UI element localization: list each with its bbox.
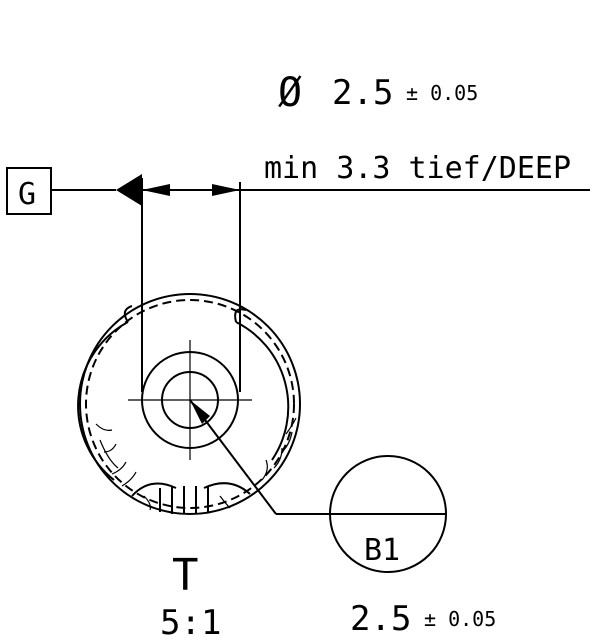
diameter-tolerance: ± 0.05: [406, 81, 478, 105]
detail-scale: 5:1: [160, 603, 221, 641]
depth-note: min 3.3 tief/DEEP: [264, 151, 571, 186]
dimension-arrow-left: [142, 184, 170, 196]
outer-circle: [79, 293, 301, 515]
left-slot-cap: [123, 305, 133, 323]
diameter-symbol: Ø: [278, 70, 302, 116]
balloon-tolerance: ± 0.05: [424, 607, 496, 631]
dimension-arrow-right: [212, 184, 240, 196]
balloon-leader-diagonal: [189, 399, 277, 515]
datum-triangle: [116, 174, 142, 206]
right-slot-cap: [234, 308, 247, 323]
datum-label: G: [18, 177, 36, 212]
detail-view-label: T: [172, 550, 199, 601]
knurl-detail: [95, 417, 297, 514]
diameter-value: 2.5: [332, 73, 393, 113]
right-slot-arc: [235, 321, 290, 461]
hidden-outline-circle: [85, 299, 295, 509]
balloon-label: B1: [364, 533, 400, 568]
balloon-value: 2.5: [350, 599, 411, 639]
left-slot-arc: [77, 321, 129, 481]
